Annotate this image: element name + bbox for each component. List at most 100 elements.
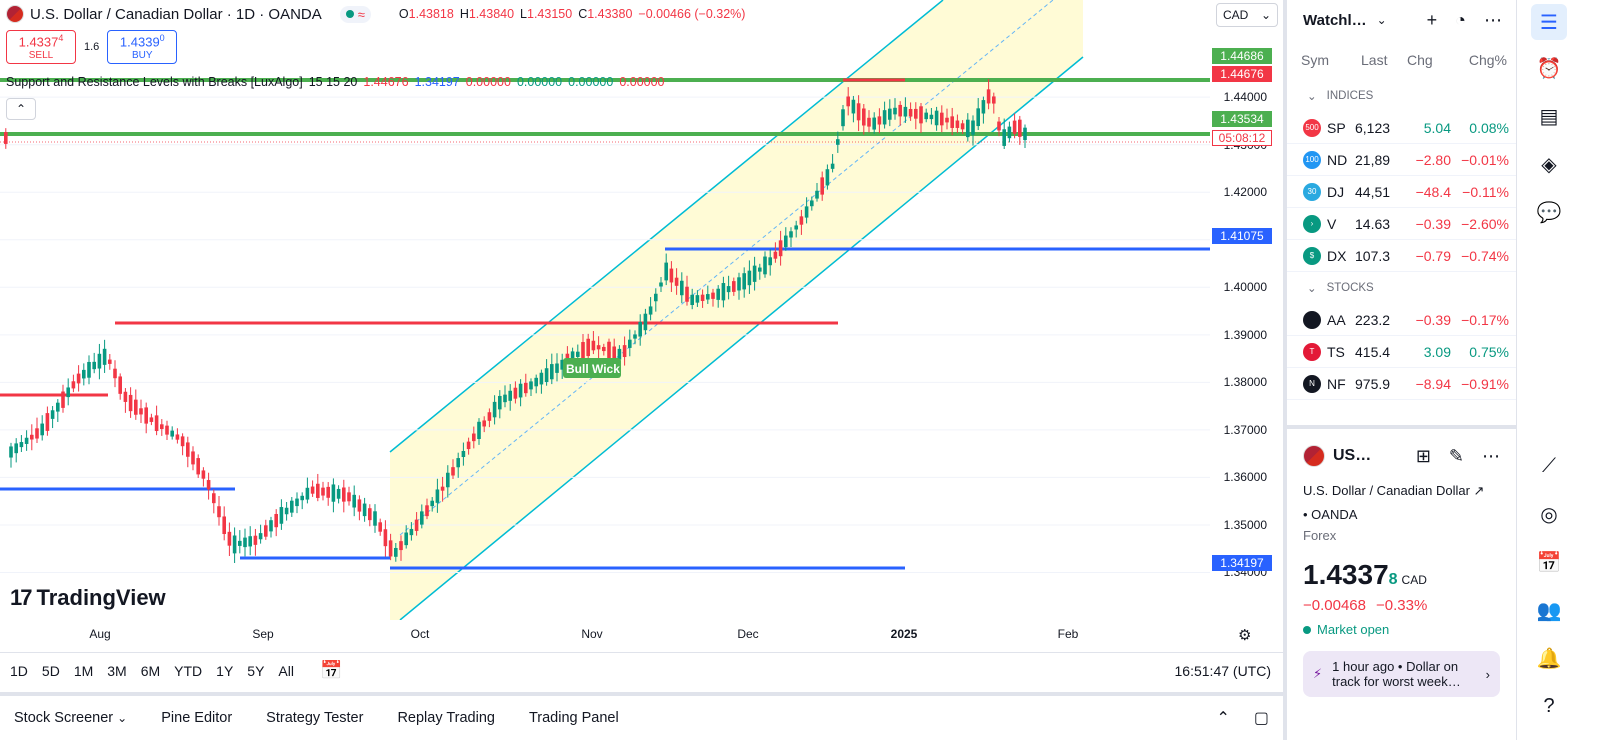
tab-pine-editor[interactable]: Pine Editor — [161, 710, 233, 726]
candle-body — [602, 346, 606, 352]
add-symbol-icon[interactable]: + — [1426, 9, 1438, 30]
range-1d[interactable]: 1D — [10, 662, 28, 679]
help-icon[interactable]: ? — [1543, 694, 1555, 717]
grid-icon[interactable]: ⊞ — [1415, 445, 1431, 466]
details-name[interactable]: U.S. Dollar / Canadian Dollar ↗ — [1303, 483, 1485, 498]
price-axis[interactable]: 1.440001.430001.420001.410001.400001.390… — [1210, 0, 1283, 620]
col-last[interactable]: Last — [1361, 52, 1388, 68]
advanced-view-icon[interactable]: ◔ — [1455, 9, 1466, 30]
watchlist-title[interactable]: Watchl… — [1303, 11, 1367, 29]
watchlist-row[interactable]: 30 DJ 44,51 −48.4 −0.11% — [1287, 176, 1516, 208]
candle-body — [794, 225, 798, 230]
candle-body — [784, 235, 788, 248]
collapse-legend-button[interactable]: ⌃ — [6, 98, 36, 120]
candle-body — [799, 216, 804, 225]
tab-trading-panel[interactable]: Trading Panel — [528, 710, 619, 726]
candle-body — [206, 480, 211, 490]
candle-body — [622, 345, 627, 358]
watchlist-row[interactable]: › V 14.63 −0.39 −2.60% — [1287, 208, 1516, 240]
candle-body — [97, 353, 102, 369]
candle-body — [290, 500, 294, 513]
col-chg-pct[interactable]: Chg% — [1468, 52, 1507, 68]
range-6m[interactable]: 6M — [140, 662, 161, 679]
collapse-panel-icon[interactable]: ⌃ — [1216, 710, 1230, 727]
candle-body — [560, 359, 564, 370]
community-icon[interactable]: 👥 — [1536, 599, 1562, 622]
candle-body — [789, 231, 793, 238]
maximize-panel-icon[interactable]: ▢ — [1253, 710, 1269, 727]
candle-body — [846, 96, 850, 107]
date-range-icon[interactable]: 📅 — [319, 660, 343, 680]
candle-body — [820, 177, 824, 195]
tab-strategy-tester[interactable]: Strategy Tester — [266, 710, 364, 726]
details-symbol[interactable]: US… — [1333, 447, 1372, 464]
alerts-clock-icon[interactable]: ⏰ — [1536, 57, 1562, 80]
candle-body — [24, 437, 29, 444]
candle-body — [238, 540, 242, 546]
col-symbol[interactable]: Sym — [1301, 52, 1329, 68]
target-icon[interactable]: ◎ — [1540, 503, 1558, 526]
notifications-bell-icon[interactable]: 🔔 — [1536, 647, 1562, 670]
edit-icon[interactable]: ✎ — [1448, 445, 1464, 466]
price-chart[interactable]: Bull Wick — [0, 0, 1210, 620]
watchlist-row[interactable]: $ DX 107.3 −0.79 −0.74% — [1287, 240, 1516, 272]
range-ytd[interactable]: YTD — [174, 662, 203, 679]
tradingview-logo[interactable]: 17 TradingView — [10, 585, 166, 610]
candle-body — [352, 494, 356, 508]
price-tick-label: 1.40000 — [1223, 280, 1267, 295]
candle-body — [929, 114, 934, 120]
chevron-down-icon: ⌄ — [1307, 283, 1317, 295]
watchlist-row[interactable]: AA 223.2 −0.39 −0.17% — [1287, 304, 1516, 336]
more-icon[interactable]: ⋯ — [1484, 9, 1502, 30]
candle-body — [264, 525, 268, 537]
range-3m[interactable]: 3M — [107, 662, 127, 679]
candle-body — [581, 342, 585, 360]
watchlist-row[interactable]: T TS 415.4 3.09 0.75% — [1287, 336, 1516, 368]
candle-body — [570, 351, 575, 365]
layers-icon[interactable]: ◈ — [1541, 153, 1557, 176]
chevron-down-icon[interactable]: ⌄ — [1376, 13, 1387, 27]
col-chg[interactable]: Chg — [1407, 52, 1433, 68]
chart-pane[interactable]: Bull Wick U.S. Dollar / Canadian Dollar … — [0, 0, 1283, 650]
range-1y[interactable]: 1Y — [216, 662, 234, 679]
section-stocks[interactable]: ⌄ STOCKS — [1307, 282, 1374, 295]
panel-divider[interactable] — [1283, 0, 1287, 740]
watchlist-row[interactable]: N NF 975.9 −8.94 −0.91% — [1287, 368, 1516, 400]
tab-replay-trading[interactable]: Replay Trading — [397, 710, 495, 726]
candle-body — [981, 100, 986, 114]
candle-body — [752, 265, 757, 282]
object-tree-icon[interactable]: ▤ — [1539, 105, 1559, 128]
watchlist-icon[interactable]: ☰ — [1531, 4, 1567, 40]
candle-body — [862, 108, 866, 126]
section-indices[interactable]: ⌄ INDICES — [1307, 90, 1374, 103]
watchlist-row[interactable]: 100 ND 21,89 −2.80 −0.01% — [1287, 144, 1516, 176]
utc-clock[interactable]: 16:51:47 (UTC) — [1174, 662, 1271, 679]
watchlist-row[interactable]: 500 SP 6,123 5.04 0.08% — [1287, 112, 1516, 144]
candle-body — [924, 112, 928, 120]
range-all[interactable]: All — [278, 662, 294, 679]
currency-select[interactable]: CAD ⌄ — [1216, 3, 1278, 27]
indicator-legend[interactable]: Support and Resistance Levels with Break… — [6, 75, 665, 89]
range-5d[interactable]: 5D — [41, 662, 60, 679]
news-item[interactable]: ⚡ 1 hour ago • Dollar on track for worst… — [1303, 651, 1500, 697]
chat-icon[interactable]: 💬 — [1536, 201, 1562, 224]
buy-button[interactable]: 1.43390 BUY — [107, 30, 178, 64]
lightning-icon: ⚡ — [1313, 666, 1323, 681]
more-icon[interactable]: ⋯ — [1482, 445, 1500, 466]
calendar-icon[interactable]: 📅 — [1536, 551, 1562, 574]
row-chg: −8.94 — [1415, 375, 1451, 392]
market-status-badge[interactable]: ≈ — [339, 5, 371, 23]
settings-gear-icon[interactable]: ⚙ — [1238, 627, 1252, 644]
sell-button[interactable]: 1.43374 SELL — [6, 30, 76, 64]
candle-body — [269, 520, 273, 532]
symbol-title[interactable]: U.S. Dollar / Canadian Dollar · 1D · OAN… — [30, 5, 322, 23]
candle-body — [872, 117, 876, 130]
row-chg: −48.4 — [1415, 183, 1451, 200]
symbol-logo-icon: › — [1303, 214, 1321, 233]
tab-stock-screener[interactable]: Stock Screener ⌄ — [14, 710, 128, 726]
range-1m[interactable]: 1M — [73, 662, 94, 679]
pine-chart-icon[interactable]: ⟋ — [1542, 454, 1556, 477]
candle-body — [966, 119, 970, 138]
candle-body — [877, 116, 882, 125]
range-5y[interactable]: 5Y — [247, 662, 265, 679]
